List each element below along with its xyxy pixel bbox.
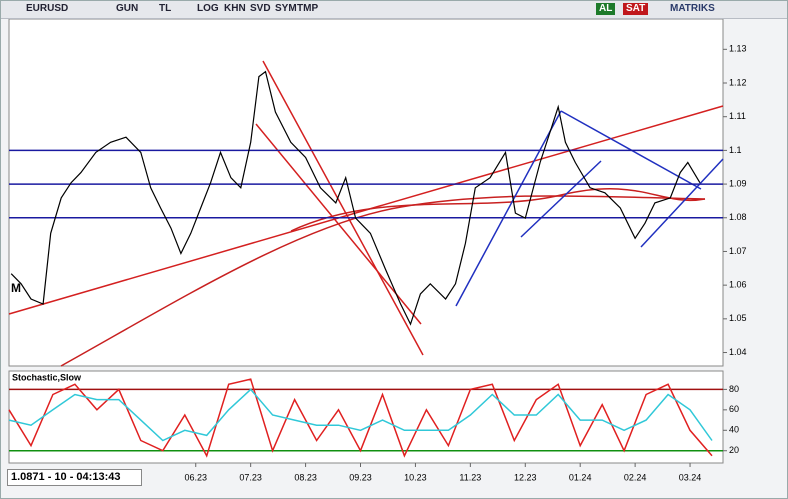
toolbar-button[interactable]: TL: [159, 3, 172, 14]
toolbar-button[interactable]: GUN: [116, 3, 139, 14]
status: 1.0871 - 10 - 04:13:43: [7, 469, 142, 486]
x-tick-label: 02.24: [624, 472, 647, 482]
toolbar-button[interactable]: KHN: [224, 3, 246, 14]
sell-button[interactable]: SAT: [623, 3, 649, 15]
data-line: [8, 388, 713, 442]
x-tick-label: 07.23: [239, 472, 262, 482]
y-tick-label: 60: [729, 404, 739, 414]
x-tick-label: 09.23: [349, 472, 372, 482]
y-tick-label: 1.09: [729, 178, 747, 188]
y-tick-label: 1.07: [729, 246, 747, 256]
toolbar-button[interactable]: SYM: [275, 3, 297, 14]
y-tick-label: 40: [729, 425, 739, 435]
y-tick-label: 80: [729, 384, 739, 394]
trend-line: [640, 158, 724, 248]
price-panel: [8, 19, 724, 367]
toolbar-button[interactable]: SVD: [250, 3, 271, 14]
x-tick-label: 12.23: [514, 472, 537, 482]
moving-average: [290, 187, 706, 232]
buy-button[interactable]: AL: [596, 3, 616, 15]
channel-line: [255, 123, 422, 325]
y-tick-label: 1.13: [729, 44, 747, 54]
y-tick-label: 20: [729, 445, 739, 455]
panel-title: Stochastic,Slow: [12, 372, 82, 382]
marker: M: [11, 281, 21, 295]
y-tick-label: 1.11: [729, 111, 746, 121]
x-tick-label: 01.24: [569, 472, 592, 482]
moving-average: [60, 195, 706, 367]
chart: M Stochastic,Slow 1.04 1.05 1.06 1.07 1.08 1.…: [8, 19, 747, 482]
toolbar-button[interactable]: LOG: [197, 3, 219, 14]
data-line: [10, 70, 701, 326]
y-tick-label: 1.05: [729, 313, 747, 323]
y-tick-label: 1.1: [729, 145, 742, 155]
x-tick-label: 08.23: [294, 472, 317, 482]
y-tick-label: 1.08: [729, 212, 747, 222]
x-tick-label: 03.24: [679, 472, 702, 482]
y-tick-label: 1.12: [729, 77, 747, 87]
channel-line: [262, 60, 424, 356]
x-tick-label: 11.23: [459, 472, 481, 482]
x-tick-label: 10.23: [404, 472, 427, 482]
trend-line: [455, 110, 562, 307]
symbol[interactable]: EURUSD: [26, 3, 69, 14]
trend-line: [520, 160, 602, 238]
stochastic-panel: [8, 370, 724, 464]
x-tick-label: 06.23: [184, 472, 207, 482]
y-tick-label: 1.04: [729, 347, 747, 357]
toolbar-button[interactable]: TMP: [297, 3, 319, 14]
y-tick-label: 1.06: [729, 280, 747, 290]
toolbar: EURUSD GUN TL LOG KHN SVD SYM TMP AL SAT…: [1, 1, 787, 19]
brand: MATRIKS: [670, 3, 715, 14]
